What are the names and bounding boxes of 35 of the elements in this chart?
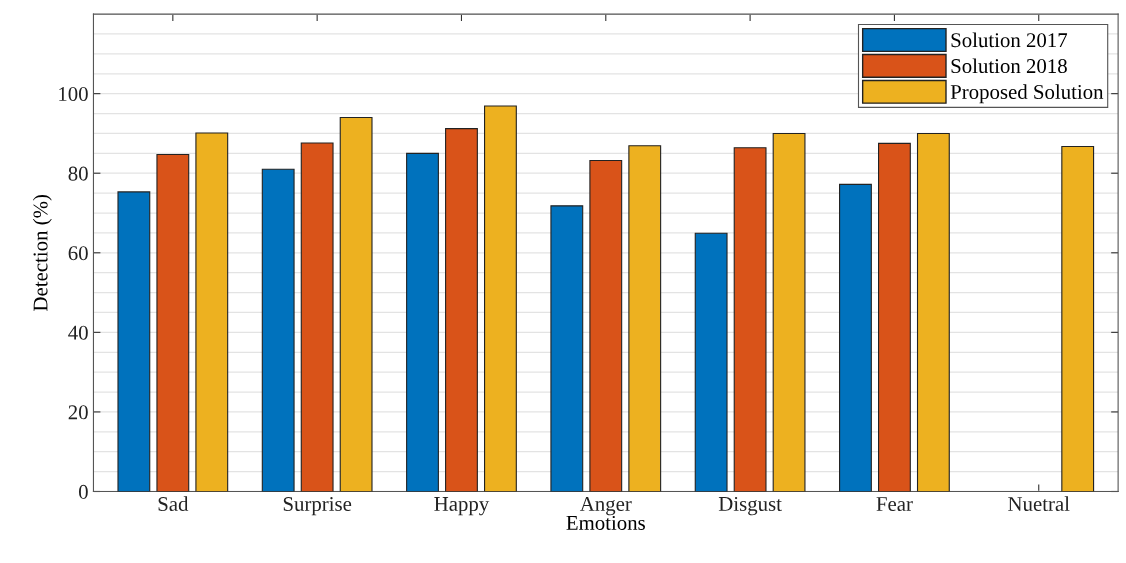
y-tick-label: 40: [68, 325, 88, 340]
bar: [300, 142, 334, 492]
bar: [445, 128, 478, 492]
x-tick-label: Surprise: [283, 497, 352, 516]
x-tick-label: Sad: [158, 496, 189, 512]
bar: [589, 159, 623, 492]
bar: [839, 183, 872, 492]
x-axis-title: Emotions: [566, 515, 645, 530]
bar: [628, 145, 662, 492]
bar: [156, 153, 190, 492]
bar: [484, 105, 517, 492]
y-tick-label: 0: [78, 484, 88, 499]
legend-label: Solution 2017: [951, 32, 1068, 48]
x-tick-label: Happy: [434, 497, 490, 516]
x-tick-label: Disgust: [718, 496, 782, 516]
bar: [550, 205, 584, 492]
x-tick-label: Anger: [579, 497, 632, 516]
bar: [772, 132, 806, 492]
bar: [195, 132, 229, 492]
bar: [261, 168, 295, 492]
y-tick-label: 80: [68, 166, 88, 181]
bar: [916, 132, 950, 492]
x-tick-label: Nuetral: [1008, 496, 1070, 512]
y-tick-label: 100: [59, 87, 88, 102]
x-tick-label: Fear: [876, 497, 913, 512]
bar: [406, 152, 439, 492]
y-axis-title: Detection (%): [32, 194, 52, 311]
bar: [339, 116, 373, 492]
legend-label: Proposed Solution: [950, 84, 1104, 104]
legend-label: Solution 2018: [951, 58, 1067, 74]
bar: [1061, 146, 1095, 492]
y-tick-label: 60: [68, 246, 88, 261]
bar: [117, 191, 151, 492]
y-tick-label: 20: [68, 405, 88, 420]
bar: [877, 142, 911, 492]
